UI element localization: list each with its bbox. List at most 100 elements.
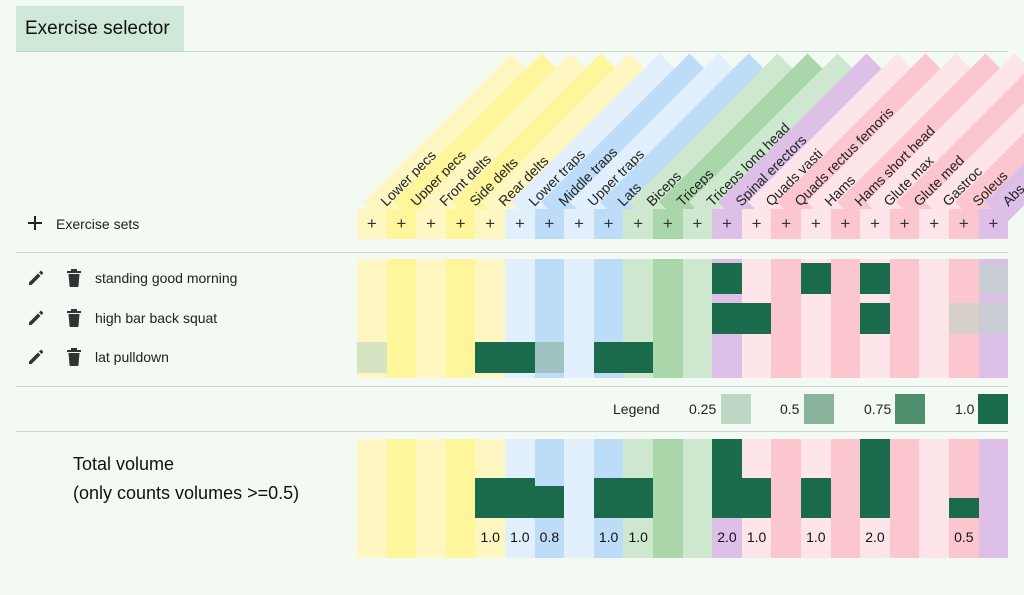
total-column-bg-triceps bbox=[653, 439, 683, 558]
add-set-button-upper-pecs[interactable]: + bbox=[386, 209, 417, 239]
total-volume-subtitle: (only counts volumes >=0.5) bbox=[73, 483, 300, 503]
legend-swatch-075 bbox=[895, 394, 925, 424]
total-bar-glute-max bbox=[860, 439, 890, 518]
add-set-button-quads-vasti[interactable]: + bbox=[741, 209, 772, 239]
legend-value-025: 0.25 bbox=[689, 401, 717, 417]
add-set-button-side-delts[interactable]: + bbox=[445, 209, 476, 239]
total-column-bg-triceps-long-head bbox=[682, 439, 713, 558]
total-column-bg-gastroc bbox=[919, 439, 949, 558]
add-set-button-upper-traps[interactable]: + bbox=[564, 209, 594, 239]
exercise-sets-label: Exercise sets bbox=[56, 216, 140, 232]
pencil-icon[interactable] bbox=[26, 308, 46, 328]
volume-cell bbox=[741, 303, 772, 334]
total-column-bg-upper-pecs bbox=[386, 439, 417, 558]
add-set-button-lower-traps[interactable]: + bbox=[505, 209, 535, 239]
volume-cell bbox=[712, 263, 742, 294]
add-set-button-rear-delts[interactable]: + bbox=[475, 209, 505, 239]
divider-top bbox=[16, 252, 1008, 253]
total-column-bg-glute-med bbox=[889, 439, 920, 558]
column-bg-glute-med bbox=[889, 259, 920, 378]
add-set-button-hams[interactable]: + bbox=[801, 209, 831, 239]
add-set-button-middle-traps[interactable]: + bbox=[534, 209, 565, 239]
total-bar-hams bbox=[801, 478, 831, 518]
total-column-bg-hams-short-head bbox=[830, 439, 861, 558]
column-bg-front-delts bbox=[416, 259, 446, 378]
divider-middle bbox=[16, 386, 1008, 387]
total-column-bg-front-delts bbox=[416, 439, 446, 558]
add-set-button-biceps[interactable]: + bbox=[623, 209, 653, 239]
volume-cell bbox=[860, 303, 890, 334]
legend-value-05: 0.5 bbox=[780, 401, 800, 417]
column-bg-gastroc bbox=[919, 259, 949, 378]
exercise-name: high bar back squat bbox=[95, 310, 218, 326]
legend-value-1: 1.0 bbox=[955, 401, 975, 417]
volume-cell bbox=[534, 342, 565, 373]
add-set-button-hams-short-head[interactable]: + bbox=[830, 209, 861, 239]
total-value-label: 1.0 bbox=[746, 529, 767, 545]
total-value-label: 1.0 bbox=[480, 529, 500, 545]
total-value-label: 0.8 bbox=[539, 529, 560, 545]
total-bar-lower-traps bbox=[505, 478, 535, 518]
total-column-bg-upper-traps bbox=[564, 439, 594, 558]
total-column-bg-lower-pecs bbox=[357, 439, 387, 558]
add-set-button-lower-pecs[interactable]: + bbox=[357, 209, 387, 239]
total-column-bg-abs bbox=[978, 439, 1009, 558]
total-bar-rear-delts bbox=[475, 478, 505, 518]
total-column-bg-quads-rectus-femoris bbox=[771, 439, 801, 558]
add-exercise-icon[interactable] bbox=[26, 214, 44, 232]
volume-cell bbox=[978, 263, 1009, 294]
volume-cell bbox=[949, 303, 979, 334]
total-bar-soleus bbox=[949, 498, 979, 518]
total-value-label: 1.0 bbox=[806, 529, 826, 545]
volume-cell bbox=[978, 303, 1009, 334]
total-value-label: 1.0 bbox=[598, 529, 619, 545]
trash-icon[interactable] bbox=[65, 347, 83, 367]
add-set-button-spinal-erectors[interactable]: + bbox=[712, 209, 742, 239]
volume-cell bbox=[475, 342, 505, 373]
add-set-button-lats[interactable]: + bbox=[593, 209, 624, 239]
trash-icon[interactable] bbox=[65, 308, 83, 328]
trash-icon[interactable] bbox=[65, 268, 83, 288]
total-value-label: 1.0 bbox=[510, 529, 530, 545]
volume-cell bbox=[712, 303, 742, 334]
total-value-label: 1.0 bbox=[628, 529, 648, 545]
column-bg-triceps bbox=[653, 259, 683, 378]
column-bg-quads-rectus-femoris bbox=[771, 259, 801, 378]
volume-cell bbox=[623, 342, 653, 373]
column-bg-hams-short-head bbox=[830, 259, 861, 378]
add-set-button-soleus[interactable]: + bbox=[949, 209, 979, 239]
total-bar-lats bbox=[593, 478, 624, 518]
column-bg-triceps-long-head bbox=[682, 259, 713, 378]
add-set-button-front-delts[interactable]: + bbox=[416, 209, 446, 239]
header-label: Abs bbox=[998, 180, 1024, 210]
total-bar-middle-traps bbox=[534, 486, 565, 518]
exercise-name: standing good morning bbox=[95, 270, 238, 286]
column-bg-side-delts bbox=[445, 259, 476, 378]
title-divider bbox=[16, 51, 1008, 52]
add-set-button-triceps-long-head[interactable]: + bbox=[682, 209, 713, 239]
volume-cell bbox=[505, 342, 535, 373]
legend-label: Legend bbox=[613, 401, 660, 417]
add-set-button-gastroc[interactable]: + bbox=[919, 209, 949, 239]
volume-cell bbox=[357, 342, 387, 373]
total-bar-biceps bbox=[623, 478, 653, 518]
add-set-button-triceps[interactable]: + bbox=[653, 209, 683, 239]
volume-cell bbox=[593, 342, 624, 373]
pencil-icon[interactable] bbox=[26, 347, 46, 367]
total-value-label: 2.0 bbox=[717, 529, 737, 545]
add-set-button-glute-max[interactable]: + bbox=[860, 209, 890, 239]
total-bar-spinal-erectors bbox=[712, 439, 742, 518]
add-set-button-quads-rectus-femoris[interactable]: + bbox=[771, 209, 801, 239]
column-bg-upper-pecs bbox=[386, 259, 417, 378]
add-set-button-glute-med[interactable]: + bbox=[889, 209, 920, 239]
add-set-button-abs[interactable]: + bbox=[978, 209, 1009, 239]
legend-swatch-025 bbox=[721, 394, 751, 424]
legend-value-075: 0.75 bbox=[864, 401, 892, 417]
exercise-name: lat pulldown bbox=[95, 349, 169, 365]
total-column-bg-side-delts bbox=[445, 439, 476, 558]
legend-swatch-1 bbox=[978, 394, 1008, 424]
column-bg-upper-traps bbox=[564, 259, 594, 378]
pencil-icon[interactable] bbox=[26, 268, 46, 288]
legend-swatch-05 bbox=[804, 394, 834, 424]
